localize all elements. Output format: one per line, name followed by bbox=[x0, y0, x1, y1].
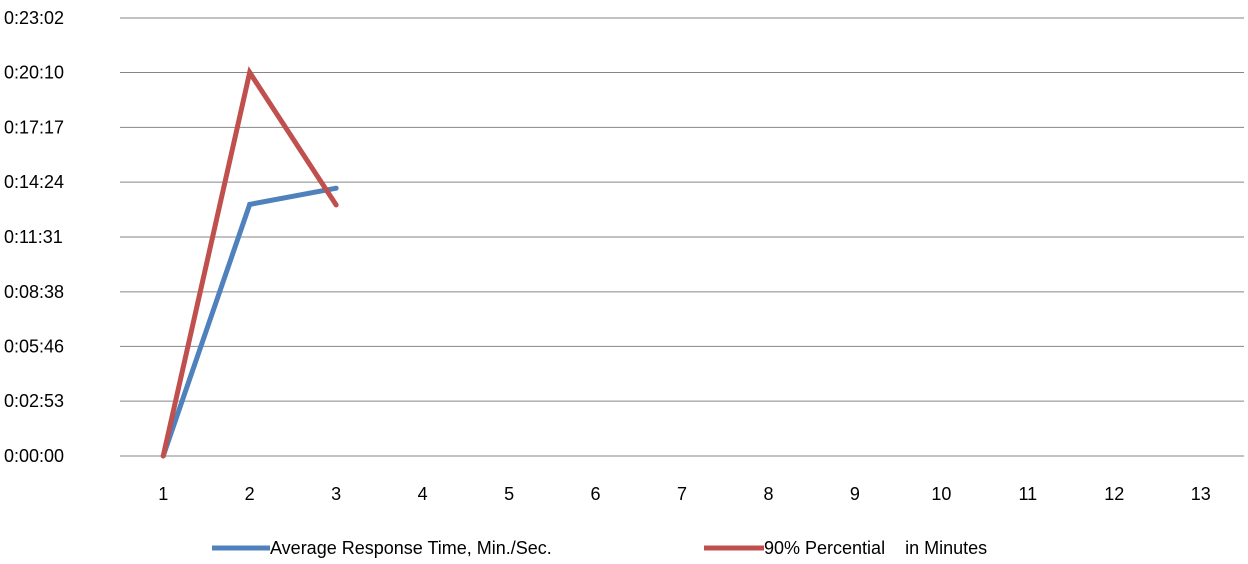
x-tick-label: 1 bbox=[158, 484, 168, 504]
x-tick-label: 4 bbox=[418, 484, 428, 504]
data-point bbox=[333, 185, 339, 191]
gridlines bbox=[120, 17, 1244, 457]
y-tick-label: 0:08:38 bbox=[4, 282, 64, 302]
x-tick-label: 8 bbox=[763, 484, 773, 504]
data-point bbox=[247, 70, 253, 76]
y-tick-label: 0:05:46 bbox=[4, 336, 64, 356]
legend-label-1: Average Response Time, Min./Sec. bbox=[270, 538, 552, 558]
y-tick-label: 0:14:24 bbox=[4, 172, 64, 192]
x-tick-label: 12 bbox=[1104, 484, 1124, 504]
legend-label-2: 90% Percential in Minutes bbox=[764, 538, 987, 558]
y-axis-tick-labels: 0:00:00 0:02:53 0:05:46 0:08:38 0:11:31 0:14:… bbox=[4, 8, 64, 466]
legend: Average Response Time, Min./Sec. 90% Perc… bbox=[212, 538, 987, 558]
series-lines bbox=[160, 66, 339, 459]
y-tick-label: 0:17:17 bbox=[4, 117, 64, 137]
x-tick-label: 2 bbox=[245, 484, 255, 504]
x-tick-label: 10 bbox=[931, 484, 951, 504]
x-tick-label: 6 bbox=[591, 484, 601, 504]
y-tick-label: 0:20:10 bbox=[4, 63, 64, 83]
y-tick-label: 0:00:00 bbox=[4, 446, 64, 466]
x-tick-label: 3 bbox=[331, 484, 341, 504]
y-tick-label: 0:11:31 bbox=[4, 227, 63, 247]
y-tick-label: 0:23:02 bbox=[4, 8, 64, 28]
data-point bbox=[333, 202, 339, 208]
x-tick-label: 13 bbox=[1191, 484, 1211, 504]
series-line-1 bbox=[160, 185, 337, 457]
x-tick-label: 7 bbox=[677, 484, 687, 504]
x-tick-label: 9 bbox=[850, 484, 860, 504]
x-tick-label: 5 bbox=[504, 484, 514, 504]
data-point bbox=[160, 453, 166, 459]
x-tick-label: 11 bbox=[1019, 484, 1038, 504]
y-tick-label: 0:02:53 bbox=[4, 391, 64, 411]
x-axis-tick-labels: 1 2 3 4 5 6 7 8 9 10 11 12 13 bbox=[158, 484, 1211, 504]
data-point bbox=[247, 201, 253, 207]
series-line-2 bbox=[160, 66, 339, 457]
